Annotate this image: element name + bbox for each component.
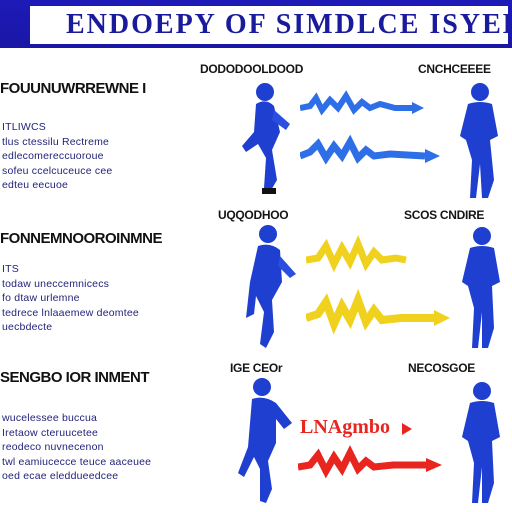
list-item: uecbdecte <box>2 321 53 333</box>
header-bar: ENDOEPY OF SIMDLCE ISYEE <box>0 0 512 48</box>
list-item: reodeco nuvnecenon <box>2 441 104 453</box>
list-item: wucelessee buccua <box>2 412 98 424</box>
section-2-heading: FONNEMNOOROINMNE <box>0 230 163 247</box>
section-1-arrows <box>300 86 450 176</box>
runner-figure-icon <box>232 377 304 507</box>
runner-figure-icon <box>232 80 302 200</box>
section-1: FOUUNUWRREWNE I ITLIWCS tlus ctessilu Re… <box>0 58 512 208</box>
section-2-arrows <box>306 230 456 340</box>
section-1-heading: FOUUNUWRREWNE I <box>0 80 146 97</box>
section-3-arrows: LNAgmbo <box>298 405 448 485</box>
walker-figure-icon <box>450 80 512 204</box>
section-3-arrow-text: LNAgmbo <box>300 416 390 438</box>
list-item: tedrece lnlaaemew deomtee <box>2 306 139 319</box>
section-1-right-label: CNCHCEEEE <box>418 62 491 76</box>
list-item: sofeu ccelcuceuce cee <box>2 164 113 177</box>
list-item: todaw uneccemnicecs <box>2 277 110 290</box>
section-3-heading: SENGBO IOR INMENT <box>0 369 150 386</box>
section-3-left-label: IGE CEOr <box>230 361 283 375</box>
section-2-left-label: UQQODHOO <box>218 208 289 222</box>
list-item: twl eamiucecce teuce aaceuee <box>2 455 152 468</box>
section-2-bullets: ITS todaw uneccemnicecs fo dtaw urlemne … <box>2 262 139 335</box>
runner-figure-icon <box>236 222 306 352</box>
section-2-right-label: SCOS CNDIRE <box>404 208 485 222</box>
list-item: edlecomereccuoroue <box>2 150 104 162</box>
list-item: ITLIWCS <box>2 121 46 133</box>
section-2: FONNEMNOOROINMNE ITS todaw uneccemnicecs… <box>0 200 512 350</box>
section-1-left-label: DODODOOLDOOD <box>200 62 304 76</box>
page-title: ENDOEPY OF SIMDLCE ISYEE <box>30 6 508 44</box>
list-item: edteu eecuoe <box>2 179 69 191</box>
list-item: tlus ctessilu Rectreme <box>2 135 110 148</box>
list-item: Iretaow cteruucetee <box>2 426 99 439</box>
list-item: oed ecae eleddueedcee <box>2 470 119 482</box>
section-1-bullets: ITLIWCS tlus ctessilu Rectreme edlecomer… <box>2 120 112 193</box>
section-3-right-label: NECOSGOE <box>408 361 475 375</box>
walker-figure-icon <box>452 224 512 352</box>
walker-figure-icon <box>454 379 512 507</box>
list-item: fo dtaw urlemne <box>2 292 80 304</box>
section-3-bullets: wucelessee buccua Iretaow cteruucetee re… <box>2 411 151 484</box>
section-3: SENGBO IOR INMENT wucelessee buccua Iret… <box>0 355 512 512</box>
list-item: ITS <box>2 263 19 275</box>
